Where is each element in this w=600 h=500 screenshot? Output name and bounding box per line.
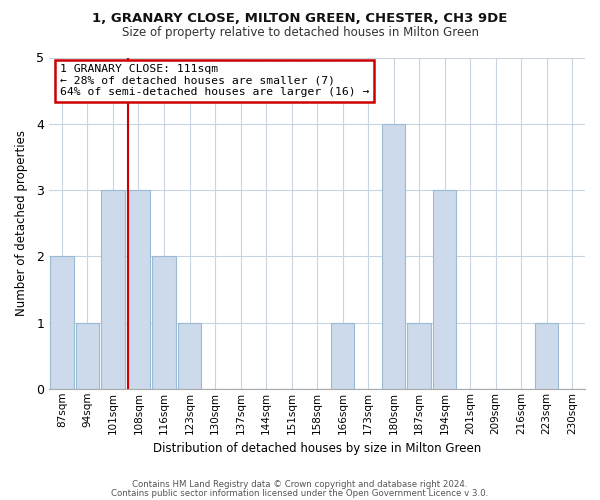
Bar [152,256,176,389]
Bar [535,322,559,389]
Text: 1 GRANARY CLOSE: 111sqm
← 28% of detached houses are smaller (7)
64% of semi-det: 1 GRANARY CLOSE: 111sqm ← 28% of detache… [60,64,369,98]
Bar [331,322,355,389]
Bar [76,322,99,389]
Bar [178,322,201,389]
Bar [101,190,125,389]
Text: Contains HM Land Registry data © Crown copyright and database right 2024.: Contains HM Land Registry data © Crown c… [132,480,468,489]
Bar [407,322,431,389]
Bar [382,124,406,389]
Bar [127,190,150,389]
X-axis label: Distribution of detached houses by size in Milton Green: Distribution of detached houses by size … [153,442,481,455]
Y-axis label: Number of detached properties: Number of detached properties [15,130,28,316]
Text: 1, GRANARY CLOSE, MILTON GREEN, CHESTER, CH3 9DE: 1, GRANARY CLOSE, MILTON GREEN, CHESTER,… [92,12,508,26]
Bar [433,190,457,389]
Text: Size of property relative to detached houses in Milton Green: Size of property relative to detached ho… [121,26,479,39]
Text: Contains public sector information licensed under the Open Government Licence v : Contains public sector information licen… [112,488,488,498]
Bar [50,256,74,389]
